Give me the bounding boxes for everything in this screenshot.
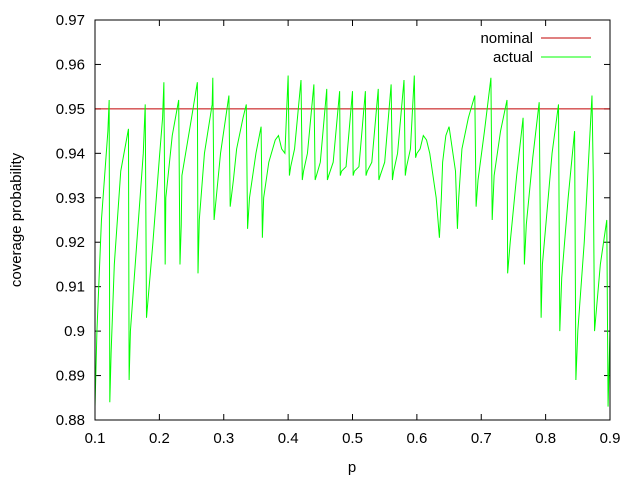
y-tick-label: 0.88 bbox=[56, 412, 85, 429]
series-line-actual bbox=[94, 75, 611, 407]
y-tick-label: 0.97 bbox=[56, 12, 85, 29]
y-tick-label: 0.94 bbox=[56, 145, 85, 162]
x-axis-title: p bbox=[348, 459, 356, 476]
y-axis-title: coverage probability bbox=[8, 152, 25, 287]
x-tick-label: 0.3 bbox=[213, 430, 234, 447]
x-tick-label: 0.9 bbox=[600, 430, 621, 447]
x-tick-label: 0.8 bbox=[535, 430, 556, 447]
y-tick-label: 0.91 bbox=[56, 279, 85, 296]
legend: nominal actual bbox=[480, 30, 591, 66]
y-tick-label: 0.95 bbox=[56, 101, 85, 118]
x-tick-label: 0.4 bbox=[278, 430, 299, 447]
legend-label-actual: actual bbox=[493, 49, 533, 66]
y-tick-label: 0.96 bbox=[56, 56, 85, 73]
ticks-layer: 0.1 0.2 0.3 0.4 0.5 0.6 0.7 0.8 0.9 0.88 0.89 0.9 0.… bbox=[56, 12, 621, 447]
legend-label-nominal: nominal bbox=[480, 30, 533, 47]
y-tick-label: 0.89 bbox=[56, 368, 85, 385]
x-tick-label: 0.1 bbox=[85, 430, 106, 447]
series-layer bbox=[94, 75, 611, 407]
y-tick-label: 0.93 bbox=[56, 190, 85, 207]
x-tick-label: 0.6 bbox=[406, 430, 427, 447]
y-tick-label: 0.92 bbox=[56, 234, 85, 251]
y-tick-label: 0.9 bbox=[64, 323, 85, 340]
plot-frame bbox=[94, 19, 611, 421]
x-tick-label: 0.7 bbox=[471, 430, 492, 447]
x-tick-label: 0.5 bbox=[342, 430, 363, 447]
x-tick-label: 0.2 bbox=[149, 430, 170, 447]
